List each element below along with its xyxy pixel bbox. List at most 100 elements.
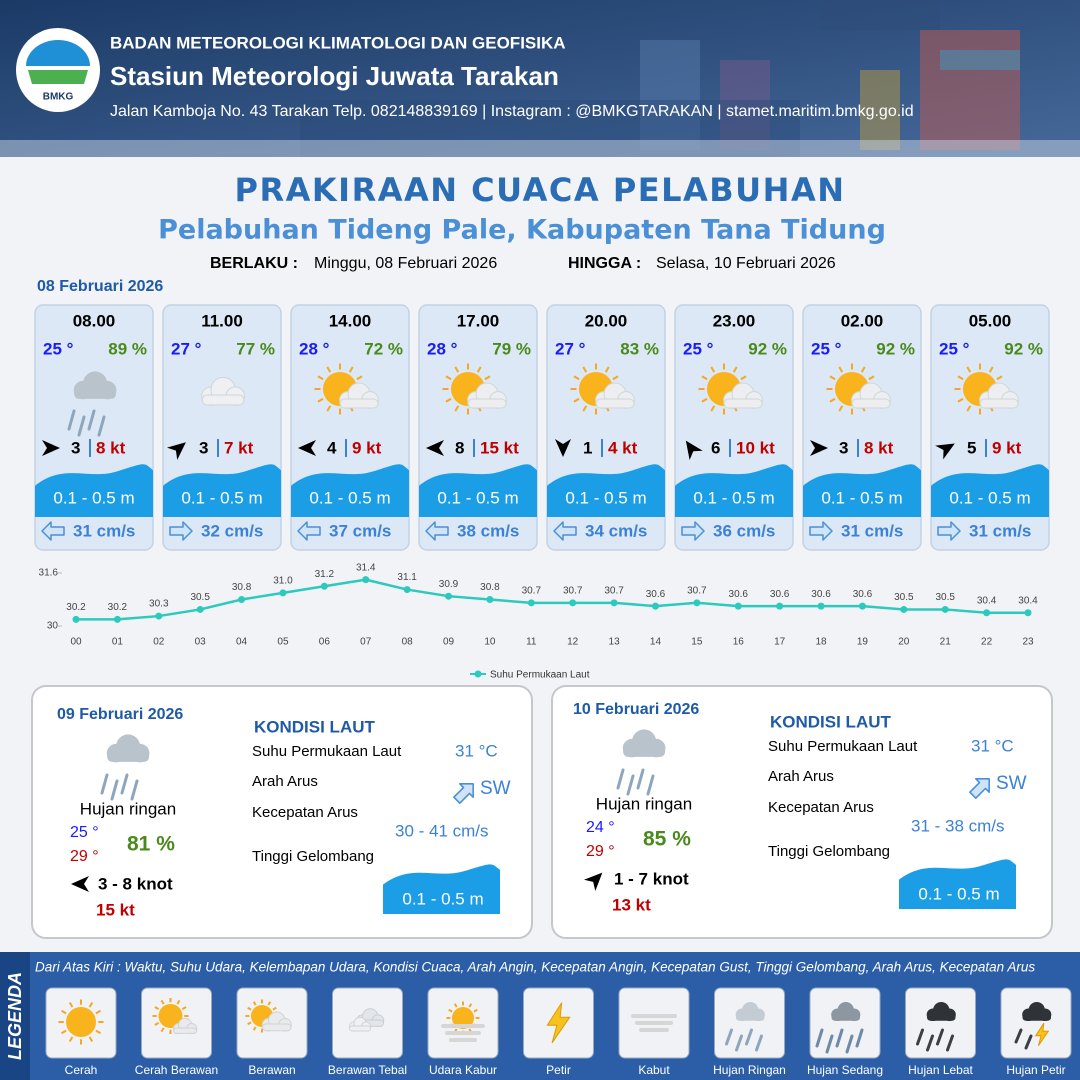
rain-drop [926,1034,934,1052]
x-tick-label: 23 [1022,637,1034,648]
rain-drop [67,409,76,431]
sun-ray [701,397,708,403]
day-weather: Hujan ringan [80,799,176,818]
legend-item: Hujan Petir [1006,1063,1065,1077]
validity-from-label: BERLAKU : [210,255,298,272]
day-humidity: 85 % [643,828,691,851]
current-direction: SW [996,773,1027,794]
rain-drop [745,1028,753,1046]
logo-text: BMKG [43,92,74,103]
wind-arrow [426,440,444,456]
day-temp-min: 25 ° [70,824,99,841]
legend-title: LEGENDA [5,972,25,1060]
sun-ray [154,1022,160,1026]
sst-point [569,599,577,607]
x-tick-label: 03 [195,637,207,648]
sst-value-label: 30.6 [646,589,666,600]
cloud-base [736,1014,765,1021]
cloud-icon [622,729,666,758]
sst-point [900,605,908,613]
header-decoration [860,70,900,150]
sst-value-label: 30.8 [232,582,252,593]
page-subtitle: Pelabuhan Tideng Pale, Kabupaten Tana Ti… [158,215,886,246]
cloud-base [339,398,379,409]
forecast-time: 05.00 [969,311,1012,330]
sst-value-label: 31.4 [356,562,376,573]
cloud-base [349,1025,372,1032]
wave-height: 0.1 - 0.5 m [949,488,1030,507]
validity-until: Selasa, 10 Februari 2026 [656,255,836,272]
legend-icon-box [905,987,976,1059]
wind-speed: 3 [839,438,848,457]
rain-drop [845,1034,854,1054]
legend-description: Dari Atas Kiri : Waktu, Suhu Udara, Kele… [35,960,1035,975]
sun-ray [95,1029,101,1035]
sun-ray [272,1006,277,1011]
day-wave: 0.1 - 0.5 m [918,884,999,903]
x-tick-label: 15 [691,637,703,648]
validity-from: Minggu, 08 Februari 2026 [314,255,497,272]
sst-value-label: 30.4 [977,595,997,606]
sun-ray [701,375,708,381]
sst-point [610,599,618,607]
day-gust: 13 kt [612,895,651,914]
sst-point [693,599,701,607]
cloud-icon [73,371,117,400]
rain-drop [916,1028,924,1046]
sun-ray [732,366,738,373]
rain-drop [100,773,109,795]
cloud-base [927,1014,956,1021]
x-tick-label: 13 [609,637,621,648]
wave-height: 0.1 - 0.5 m [693,488,774,507]
forecast-temperature: 28 ° [299,339,330,358]
wave-band [35,464,153,517]
wave-height: 0.1 - 0.5 m [437,488,518,507]
forecast-humidity: 92 % [876,339,915,358]
sst-value-label: 30.2 [66,602,86,613]
sea-title: KONDISI LAUT [254,717,376,736]
rain-drop [855,1028,864,1048]
sun-ray [160,1027,165,1033]
rain-drop [87,409,96,431]
sun-ray [996,375,1003,381]
y-tick-label: 31.6 [39,568,59,579]
sst-value-label: 30.9 [439,579,459,590]
forecast-humidity: 79 % [492,339,531,358]
sun-ray [454,366,460,373]
wind-gust: 8 kt [864,438,894,457]
sst-point [155,612,163,620]
sun-ray [476,366,482,373]
wave-band [547,464,665,517]
sst-point [279,589,287,597]
wave-band [899,859,1016,909]
wave-height: 0.1 - 0.5 m [181,488,262,507]
rain-drop [130,779,139,801]
sea-title: KONDISI LAUT [770,712,892,731]
wind-arrow [810,440,828,456]
page-title: PRAKIRAAN CUACA PELABUHAN [235,171,846,209]
sun-ray [88,1036,94,1042]
today-date: 08 Februari 2026 [37,278,163,295]
x-tick-label: 19 [857,637,869,648]
legend-icon-box [809,987,881,1059]
x-tick-label: 20 [898,637,910,648]
rain-drop [616,768,625,790]
sst-value-label: 30.5 [894,592,914,603]
cloud-icon [261,1011,292,1032]
header-agency: BADAN METEOROLOGI KLIMATOLOGI DAN GEOFIS… [110,33,566,52]
forecast-temperature: 27 ° [555,339,586,358]
day-humidity: 81 % [127,833,175,856]
cloud-base [262,1023,292,1032]
current-speed: 31 cm/s [841,521,903,540]
rain-drop [735,1034,743,1052]
wave-band [675,464,793,517]
wind-speed: 3 [199,438,208,457]
current-arrow [553,521,577,541]
wind-arrow [71,876,89,892]
cloud-icon [735,1002,765,1022]
sst-point [941,605,949,613]
rain-drop [825,1034,834,1054]
sun-ray [247,1006,252,1011]
forecast-humidity: 83 % [620,339,659,358]
